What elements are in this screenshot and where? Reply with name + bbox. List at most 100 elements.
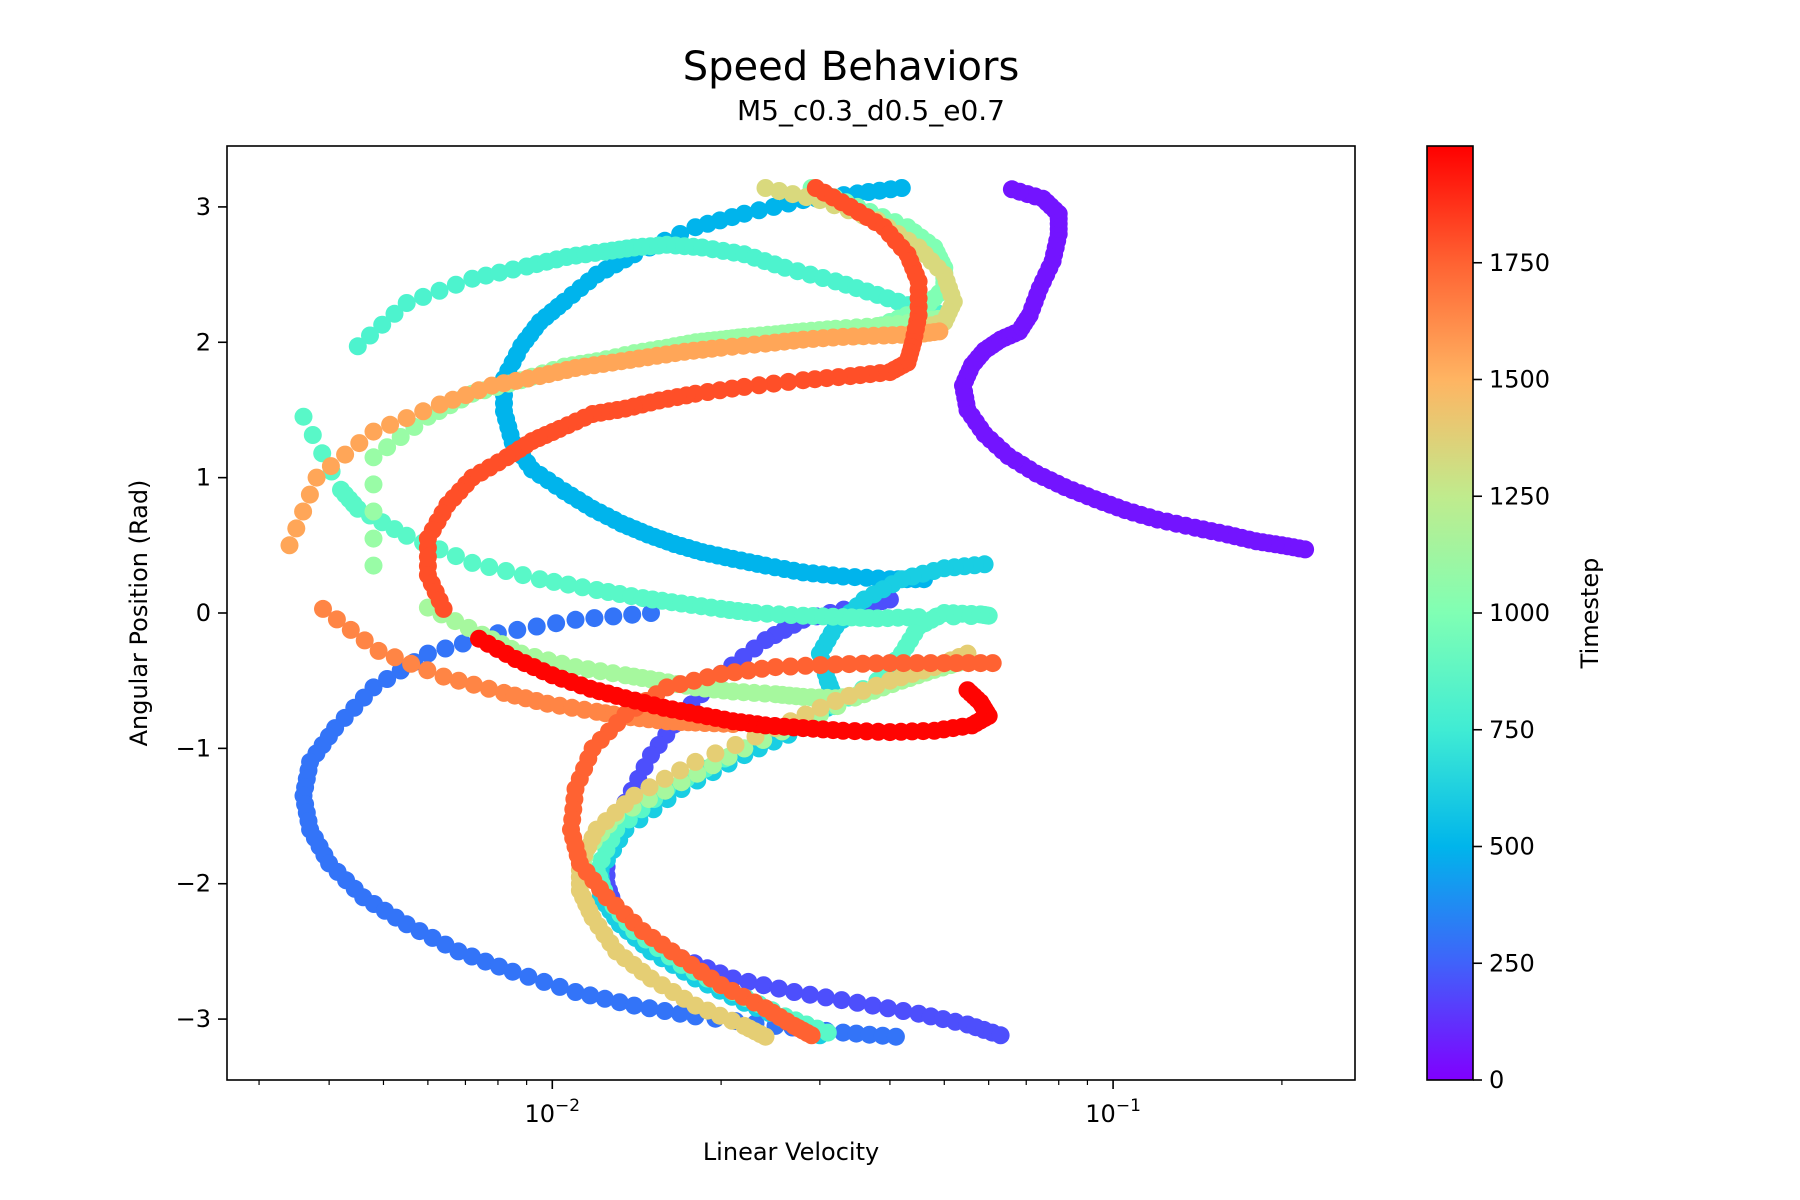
data-point xyxy=(397,294,416,312)
data-point xyxy=(462,947,481,966)
data-point xyxy=(686,218,705,237)
data-point xyxy=(867,654,886,673)
data-point xyxy=(640,778,659,797)
data-point xyxy=(764,197,783,216)
data-point xyxy=(764,374,783,393)
data-point xyxy=(595,989,614,1008)
x-axis: 10−2 10−1 xyxy=(258,1080,1283,1128)
data-point xyxy=(453,634,472,653)
data-point xyxy=(446,612,465,631)
data-point xyxy=(476,952,495,971)
data-point xyxy=(811,698,830,717)
data-point xyxy=(503,962,522,981)
data-point xyxy=(527,617,546,636)
data-point xyxy=(479,679,498,698)
data-point xyxy=(530,570,549,589)
data-point xyxy=(826,655,845,674)
colorbar-tick-label: 1250 xyxy=(1489,482,1550,510)
data-point xyxy=(781,657,800,676)
data-point xyxy=(418,661,437,680)
data-point xyxy=(894,654,913,673)
data-point xyxy=(640,999,659,1018)
data-point xyxy=(430,281,449,300)
data-point xyxy=(385,304,404,323)
data-point xyxy=(832,991,851,1010)
data-point xyxy=(853,654,872,673)
data-point xyxy=(519,967,538,986)
data-point xyxy=(783,185,802,204)
data-point xyxy=(725,663,744,682)
data-point xyxy=(879,999,897,1018)
colorbar-tick-label: 1750 xyxy=(1489,249,1550,277)
data-point xyxy=(818,1023,837,1042)
data-point xyxy=(434,667,453,686)
data-point xyxy=(364,529,383,548)
data-point xyxy=(921,654,940,673)
colorbar-tick-label: 1000 xyxy=(1489,599,1550,627)
data-point xyxy=(385,648,404,667)
colorbar-tick-label: 750 xyxy=(1489,716,1535,744)
data-point xyxy=(826,692,845,710)
data-point xyxy=(834,1023,853,1042)
data-point xyxy=(463,269,482,288)
data-point xyxy=(796,705,815,724)
y-tick-label: 2 xyxy=(196,328,211,356)
data-point xyxy=(610,993,629,1012)
data-point xyxy=(894,1002,913,1020)
data-point xyxy=(1002,180,1021,199)
x-tick-label: 10−2 xyxy=(524,1096,580,1128)
data-point xyxy=(336,445,355,464)
data-point xyxy=(414,402,433,421)
data-point xyxy=(480,558,499,576)
data-point xyxy=(300,485,319,504)
data-point xyxy=(361,326,379,345)
data-point xyxy=(684,671,703,690)
data-point xyxy=(364,422,383,441)
colorbar-tick-label: 500 xyxy=(1489,833,1535,861)
data-point xyxy=(364,448,383,467)
chart-subtitle: M5_c0.3_d0.5_e0.7 xyxy=(737,94,1005,127)
data-point xyxy=(930,322,949,341)
colorbar-tick-label: 0 xyxy=(1489,1066,1504,1094)
y-axis: 3 2 1 0 −1 −2 −3 xyxy=(176,193,227,1033)
data-point xyxy=(726,736,745,754)
data-point xyxy=(280,536,299,555)
data-point xyxy=(364,502,383,521)
data-point xyxy=(991,1026,1010,1045)
data-point xyxy=(671,675,690,694)
colorbar xyxy=(1426,145,1474,1081)
plot-area xyxy=(280,179,1315,1046)
data-point xyxy=(739,661,758,680)
data-point xyxy=(801,985,819,1004)
y-tick-label: −3 xyxy=(176,1005,211,1033)
data-point xyxy=(770,182,789,200)
data-point xyxy=(508,620,527,639)
scatter-points xyxy=(280,179,1315,1046)
data-point xyxy=(853,681,872,700)
data-point xyxy=(671,1004,690,1023)
data-point xyxy=(573,578,592,597)
data-point xyxy=(307,468,326,487)
data-point xyxy=(840,686,859,705)
data-point xyxy=(796,656,815,675)
colorbar-axis: 0 250 500 750 1000 1250 1500 1750 xyxy=(1473,249,1550,1094)
data-point xyxy=(341,620,360,639)
data-point xyxy=(350,434,369,453)
y-tick-label: 1 xyxy=(196,464,211,492)
data-point xyxy=(655,1002,674,1020)
data-point xyxy=(863,996,882,1015)
data-point xyxy=(566,983,585,1001)
data-point xyxy=(463,553,482,572)
data-point xyxy=(449,942,468,961)
colorbar-tick-label: 250 xyxy=(1489,949,1535,977)
data-point xyxy=(604,607,623,626)
data-point xyxy=(414,287,433,306)
y-tick-label: −2 xyxy=(176,870,211,898)
data-point xyxy=(321,457,340,476)
data-point xyxy=(816,988,835,1007)
data-point xyxy=(397,526,416,545)
data-point xyxy=(581,986,600,1005)
data-point xyxy=(886,1027,905,1046)
data-point xyxy=(378,438,397,457)
data-point xyxy=(369,641,388,660)
